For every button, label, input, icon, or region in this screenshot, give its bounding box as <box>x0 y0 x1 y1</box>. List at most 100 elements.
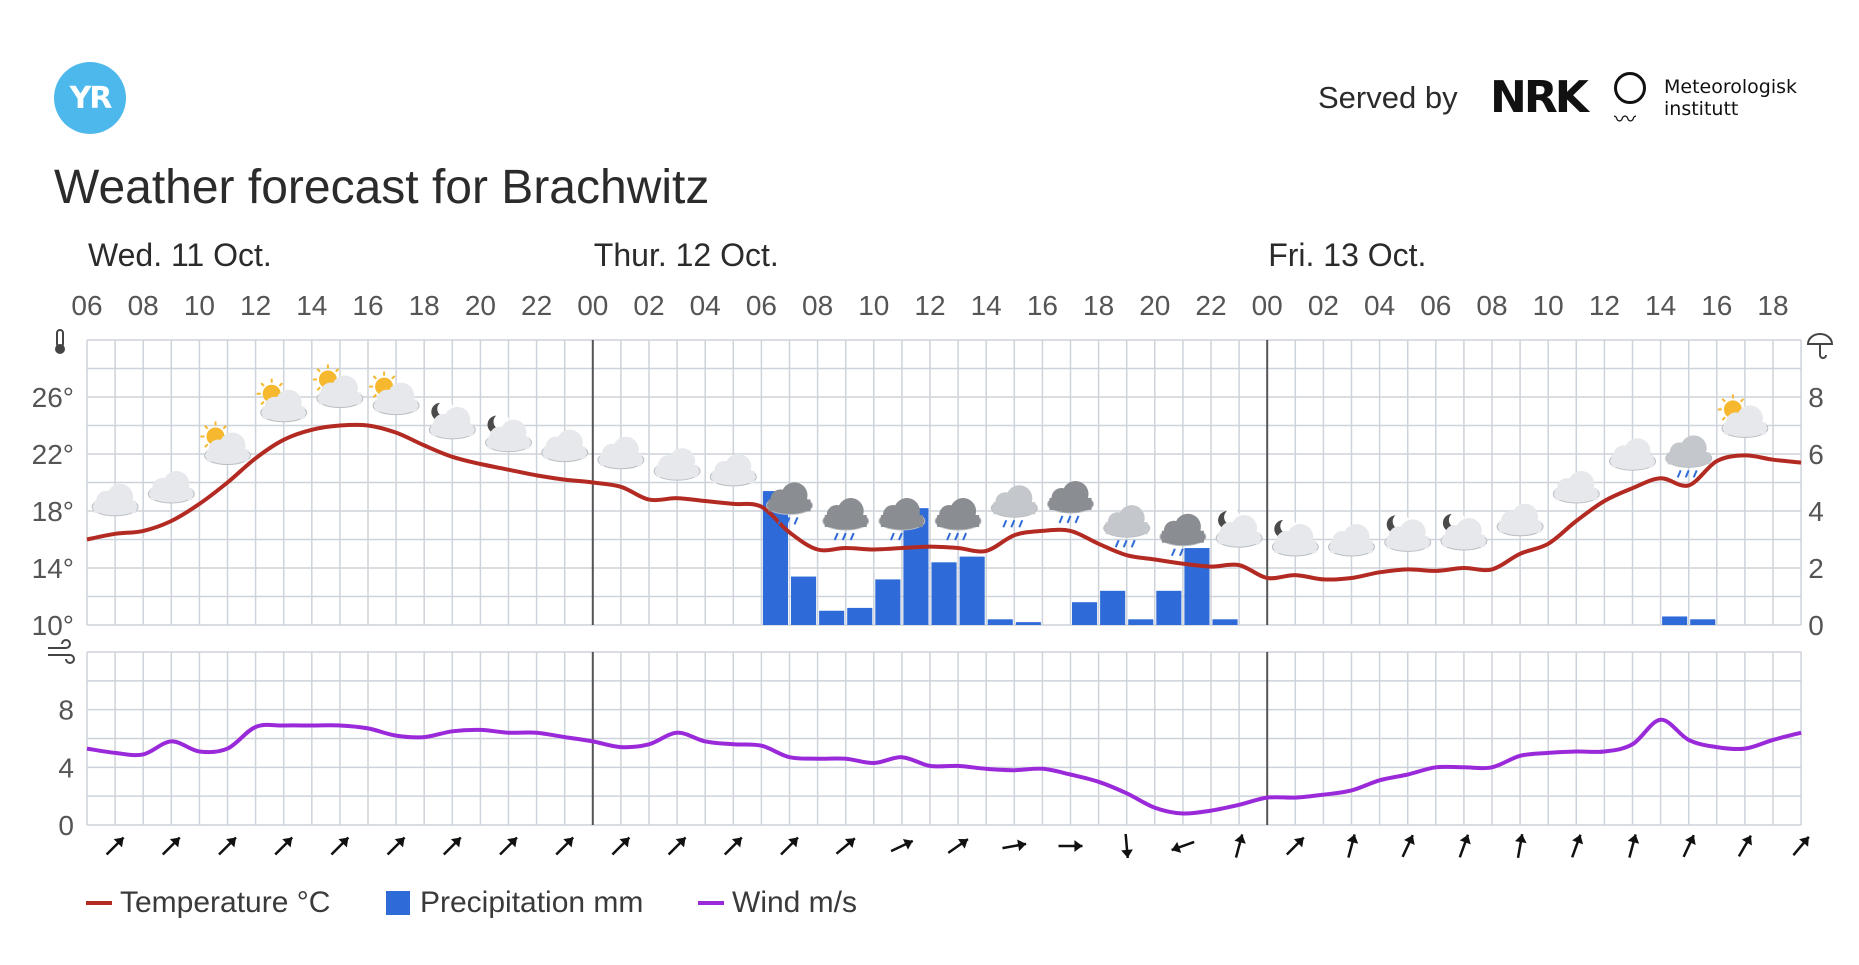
cloud-fill <box>1049 497 1092 510</box>
cloud-icon <box>597 436 645 470</box>
wind-direction-arrow-icon <box>1792 836 1810 856</box>
arrow-head <box>394 837 405 848</box>
cloud-fill <box>993 502 1036 515</box>
umbrella-icon <box>1806 333 1834 359</box>
cloud-fill <box>712 470 755 483</box>
x-tick-label: 08 <box>128 290 159 321</box>
sun-ray <box>316 368 321 373</box>
served-by-label: Served by <box>1318 80 1458 115</box>
raindrop <box>897 532 903 541</box>
cloud-icon <box>1103 505 1151 538</box>
raindrop <box>849 532 855 541</box>
precipitation-tick-label: 2 <box>1808 553 1824 584</box>
weather-cloudy-icon <box>1609 438 1656 471</box>
weather-rain-icon <box>822 498 870 541</box>
wind-direction-arrow-icon <box>1514 833 1527 859</box>
wind-direction-arrow-icon <box>1234 834 1246 858</box>
nrk-logo: NRK <box>1490 72 1589 123</box>
x-tick-label: 18 <box>1083 290 1114 321</box>
cloud-icon <box>1665 435 1713 468</box>
arrow-head <box>1346 834 1359 844</box>
cloud-icon <box>1552 470 1600 504</box>
wind-direction-arrow-icon <box>161 836 181 856</box>
weather-partly-cloudy-day-icon <box>369 371 420 416</box>
precipitation-bar <box>1690 619 1716 625</box>
cloud-icon <box>653 448 701 481</box>
cloud-icon <box>485 419 532 453</box>
weather-rain-icon <box>934 498 982 541</box>
raindrop <box>1066 515 1072 524</box>
yr-logo: YR <box>54 62 126 134</box>
raindrop <box>946 532 952 541</box>
x-tick-label: 22 <box>1195 290 1226 321</box>
legend-precipitation: Precipitation mm <box>386 886 643 920</box>
x-tick-label: 16 <box>1701 290 1732 321</box>
wind-stroke <box>48 654 75 664</box>
weather-light-rain-icon <box>1103 505 1151 548</box>
cloud-icon <box>1047 480 1094 514</box>
legend-temperature: Temperature °C <box>86 886 330 920</box>
arrow-head <box>1293 837 1304 848</box>
arrow-head <box>169 837 180 848</box>
met-logo-circle-icon <box>1614 72 1646 104</box>
wind-direction-arrow-icon <box>1346 834 1359 858</box>
cloud-fill <box>150 487 193 500</box>
raindrop <box>1676 469 1682 478</box>
wind-direction-arrow-icon <box>555 836 575 856</box>
cloud-fill <box>599 453 642 466</box>
arrow-head <box>844 838 855 848</box>
x-tick-label: 14 <box>296 290 327 321</box>
weather-partly-cloudy-night-icon <box>1440 512 1488 551</box>
sun-ray <box>278 382 284 387</box>
raindrop <box>1122 539 1128 548</box>
cloud-fill <box>318 392 361 405</box>
weather-cloudy-icon <box>147 470 195 504</box>
cloud-fill <box>1274 541 1317 553</box>
raindrop <box>1170 548 1176 557</box>
arrow-head <box>1074 840 1083 852</box>
weather-light-rain-icon <box>1665 435 1713 478</box>
cloud-fill <box>1161 530 1204 543</box>
precipitation-bar <box>1662 616 1688 625</box>
arrow-head <box>563 837 574 848</box>
x-tick-label: 22 <box>521 290 552 321</box>
x-tick-label: 20 <box>465 290 496 321</box>
cloud-icon <box>541 429 589 463</box>
day-label: Thur. 12 Oct. <box>594 237 779 273</box>
page-title: Weather forecast for Brachwitz <box>54 161 710 214</box>
raindrop <box>785 516 791 525</box>
sun-ray <box>204 443 209 448</box>
wind-direction-arrow-icon <box>1627 834 1640 858</box>
wind-direction-arrow-icon <box>1682 834 1696 858</box>
met-logo-wave-icon: 〰 <box>1614 108 1637 133</box>
raindrop <box>1692 469 1698 478</box>
cloud-fill <box>206 449 249 462</box>
precipitation-tick-label: 6 <box>1808 439 1824 470</box>
raindrop <box>1074 515 1080 524</box>
temperature-tick-label: 18° <box>32 496 74 527</box>
precipitation-bar <box>847 607 873 625</box>
cloud-fill <box>1611 455 1654 468</box>
weather-partly-cloudy-night-icon <box>485 413 532 453</box>
wind-direction-arrow-icon <box>1058 840 1083 852</box>
weather-partly-cloudy-day-icon <box>1717 394 1769 438</box>
wind-stroke <box>48 639 71 649</box>
precipitation-bar <box>1072 602 1098 625</box>
arrow-head <box>1572 834 1584 845</box>
x-tick-label: 02 <box>1308 290 1339 321</box>
weather-rain-icon <box>1047 480 1094 524</box>
cloud-icon <box>1328 524 1375 557</box>
cloud-fill <box>1218 532 1261 545</box>
arrow-head <box>1171 841 1182 853</box>
raindrop <box>1002 519 1008 528</box>
raindrop <box>962 532 968 541</box>
arrow-head <box>1685 835 1696 845</box>
wind-direction-arrow-icon <box>386 836 406 856</box>
raindrop <box>1130 539 1136 548</box>
legend-precipitation-label: Precipitation mm <box>420 886 644 919</box>
wind-direction-arrow-icon <box>947 838 969 854</box>
cloud-fill <box>262 406 305 419</box>
wind-direction-arrow-icon <box>835 837 856 855</box>
wind-direction-arrow-icon <box>1121 833 1133 859</box>
x-tick-label: 16 <box>1027 290 1058 321</box>
